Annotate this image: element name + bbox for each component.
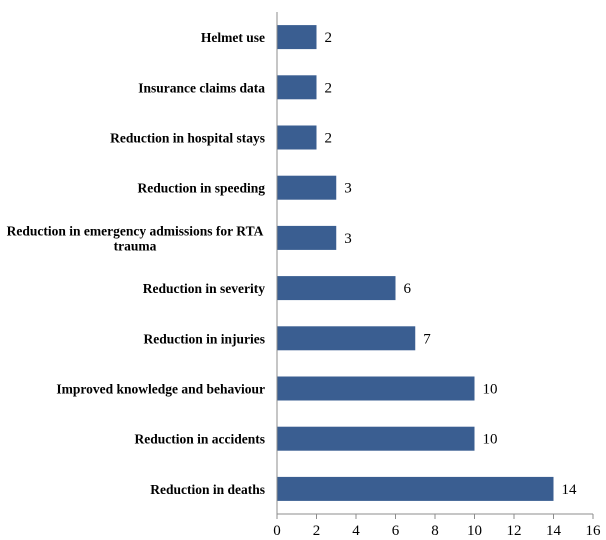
category-label-4-line-0: Reduction in emergency admissions for RT…	[7, 223, 264, 238]
value-label-3: 3	[344, 181, 352, 197]
value-label-4: 3	[344, 231, 352, 247]
bar-2	[277, 125, 317, 150]
x-tick-label-5: 10	[467, 523, 482, 539]
value-label-9: 14	[562, 482, 578, 498]
x-tick-label-4: 8	[431, 523, 439, 539]
x-tick-label-0: 0	[273, 523, 281, 539]
bar-4	[277, 225, 337, 250]
bar-6	[277, 326, 416, 351]
category-label-7: Improved knowledge and behaviour	[56, 382, 265, 397]
x-tick-label-8: 16	[586, 523, 602, 539]
category-label-2: Reduction in hospital stays	[110, 131, 265, 146]
bar-8	[277, 426, 475, 451]
value-label-2: 2	[325, 131, 333, 147]
bars	[277, 25, 554, 501]
x-tick-label-1: 2	[313, 523, 321, 539]
category-labels: Helmet use Insurance claims data Reduction…	[7, 30, 266, 497]
value-label-0: 2	[325, 30, 333, 46]
category-label-9: Reduction in deaths	[150, 482, 265, 497]
x-tick-label-6: 12	[507, 523, 522, 539]
x-ticks: 0 2 4 6 8 10 12 14 16	[273, 514, 601, 539]
category-label-7-line-0: Improved knowledge and behaviour	[56, 382, 265, 397]
value-labels: 2 2 2 3 3 6 7 10 10 14	[325, 30, 578, 498]
bar-0	[277, 25, 317, 50]
category-label-2-line-0: Reduction in hospital stays	[110, 131, 265, 146]
category-label-3: Reduction in speeding	[137, 181, 265, 196]
category-label-6-line-0: Reduction in injuries	[143, 331, 265, 346]
bar-9	[277, 476, 554, 501]
bar-7	[277, 376, 475, 401]
category-label-0-line-0: Helmet use	[201, 30, 265, 45]
x-tick-label-3: 6	[392, 523, 400, 539]
category-label-4: Reduction in emergency admissions for RT…	[7, 223, 264, 253]
category-label-4-line-1: trauma	[114, 238, 157, 253]
category-label-1-line-0: Insurance claims data	[138, 80, 265, 95]
category-label-6: Reduction in injuries	[143, 331, 265, 346]
category-label-8-line-0: Reduction in accidents	[134, 432, 265, 447]
value-label-5: 6	[404, 281, 412, 297]
value-label-7: 10	[483, 382, 498, 398]
category-label-1: Insurance claims data	[138, 80, 265, 95]
category-label-3-line-0: Reduction in speeding	[137, 181, 265, 196]
category-label-8: Reduction in accidents	[134, 432, 265, 447]
value-label-8: 10	[483, 432, 498, 448]
bar-5	[277, 276, 396, 301]
x-tick-label-7: 14	[546, 523, 562, 539]
value-label-6: 7	[423, 331, 431, 347]
value-label-1: 2	[325, 80, 333, 96]
bar-1	[277, 75, 317, 100]
category-label-5: Reduction in severity	[143, 281, 265, 296]
category-label-9-line-0: Reduction in deaths	[150, 482, 265, 497]
category-label-0: Helmet use	[201, 30, 265, 45]
bar-3	[277, 175, 337, 200]
category-label-5-line-0: Reduction in severity	[143, 281, 265, 296]
x-tick-label-2: 4	[352, 523, 360, 539]
